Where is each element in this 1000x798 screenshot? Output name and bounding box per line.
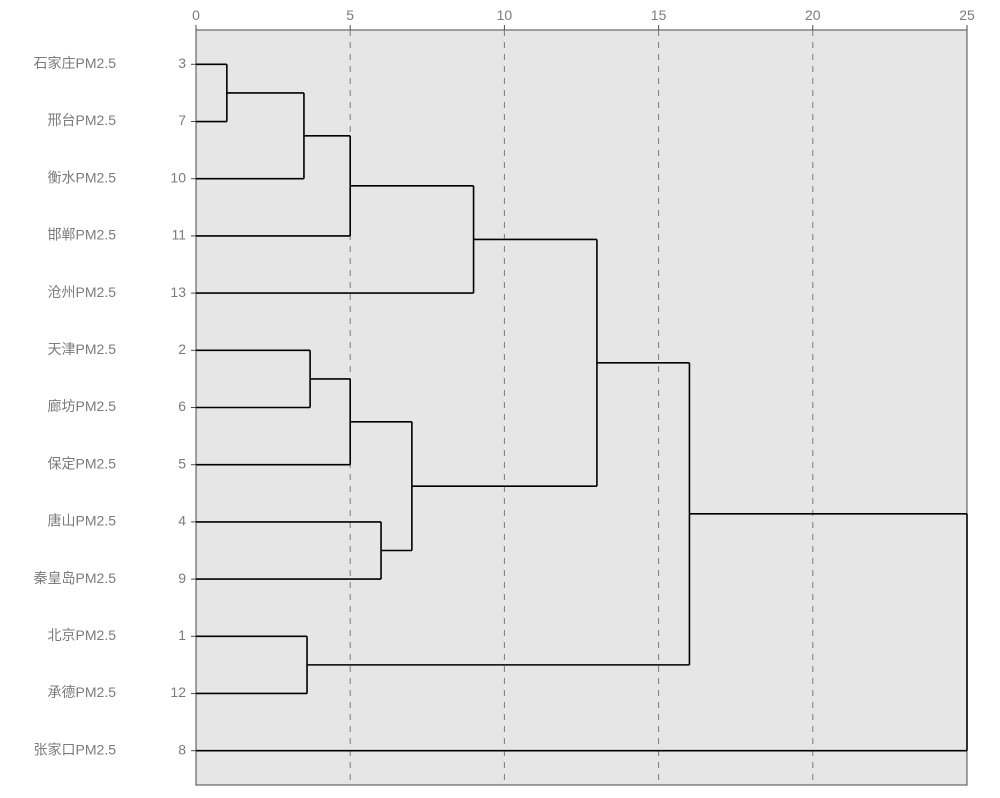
- leaf-label: 石家庄PM2.5: [34, 55, 117, 71]
- leaf-label: 保定PM2.5: [48, 455, 117, 471]
- leaf-label: 廊坊PM2.5: [48, 398, 117, 414]
- leaf-id: 9: [178, 570, 186, 586]
- leaf-id: 8: [178, 741, 186, 757]
- leaf-id: 11: [171, 227, 186, 243]
- leaf-id: 6: [178, 398, 186, 414]
- leaf-id: 7: [178, 112, 186, 128]
- leaf-id: 1: [178, 627, 186, 643]
- leaf-id: 5: [178, 455, 186, 471]
- leaf-label: 唐山PM2.5: [48, 513, 117, 529]
- leaf-label: 北京PM2.5: [48, 627, 117, 643]
- x-tick-label: 0: [192, 7, 200, 23]
- x-tick-label: 5: [346, 7, 354, 23]
- leaf-label: 衡水PM2.5: [48, 169, 117, 185]
- leaf-id: 13: [170, 284, 186, 300]
- leaf-label: 邢台PM2.5: [48, 112, 117, 128]
- x-tick-label: 25: [959, 7, 975, 23]
- x-tick-label: 10: [497, 7, 513, 23]
- leaf-label: 沧州PM2.5: [48, 284, 117, 300]
- leaf-label: 张家口PM2.5: [34, 741, 117, 757]
- leaf-label: 承德PM2.5: [48, 684, 117, 700]
- x-tick-label: 15: [651, 7, 667, 23]
- plot-area: [196, 30, 967, 785]
- leaf-id: 12: [170, 684, 186, 700]
- leaf-label: 邯郸PM2.5: [48, 227, 117, 243]
- leaf-id: 4: [178, 513, 186, 529]
- leaf-id: 10: [170, 169, 186, 185]
- leaf-id: 2: [178, 341, 186, 357]
- leaf-label: 秦皇岛PM2.5: [34, 570, 117, 586]
- x-tick-label: 20: [805, 7, 821, 23]
- dendrogram: 0510152025石家庄PM2.53邢台PM2.57衡水PM2.510邯郸PM…: [0, 0, 1000, 798]
- leaf-label: 天津PM2.5: [48, 341, 117, 357]
- leaf-id: 3: [178, 55, 186, 71]
